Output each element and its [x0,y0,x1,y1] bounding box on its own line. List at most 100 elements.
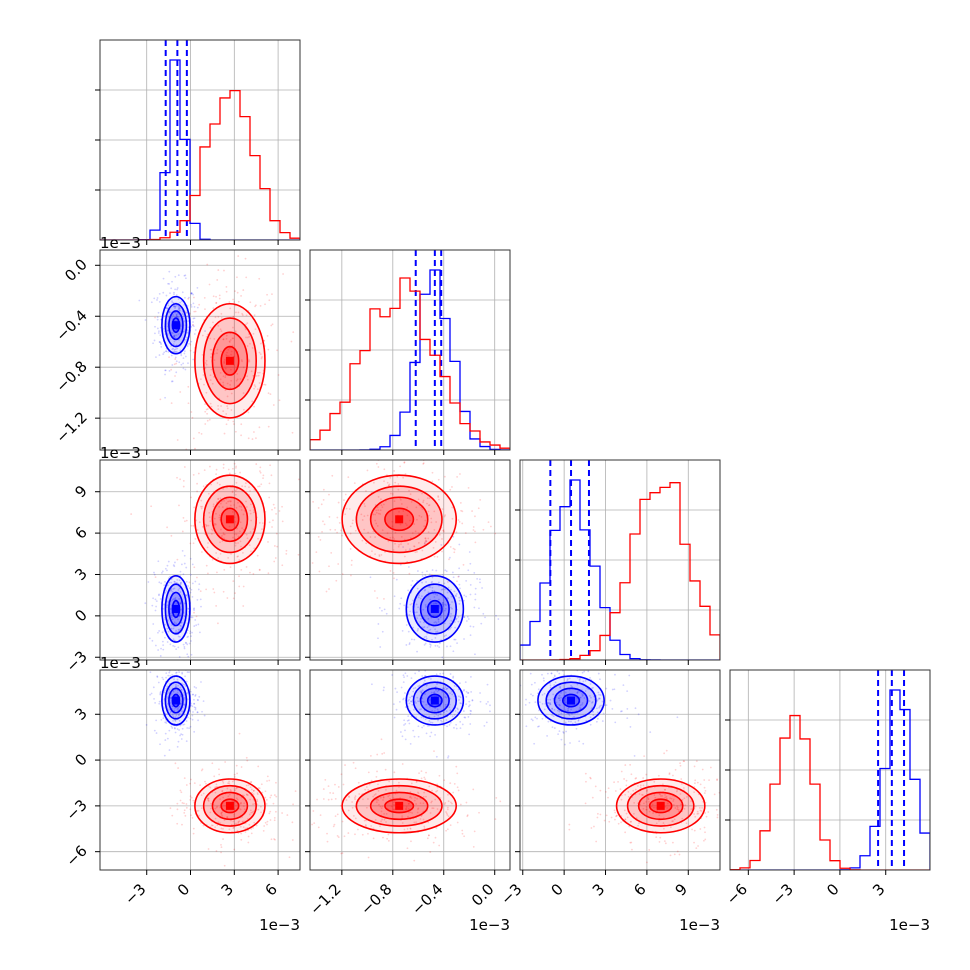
sample-point [600,704,602,707]
sample-point [181,682,183,685]
sample-point [232,536,234,539]
sample-point [248,360,251,363]
sample-point [461,510,464,513]
scatter-series-1 [568,749,720,864]
sample-point [272,503,275,506]
sample-point [179,324,182,327]
sample-point [171,300,173,303]
sample-point [220,405,222,407]
sample-point [239,808,242,811]
sample-point [466,815,469,818]
sample-point [187,297,190,300]
sample-point [438,598,440,601]
sample-point [171,727,174,729]
sample-point [627,795,630,798]
sample-point [183,466,186,468]
sample-point [410,638,413,641]
sample-point [423,643,426,646]
sample-point [253,821,256,824]
sample-point [620,798,623,801]
sample-point [494,532,497,535]
sample-point [410,840,412,843]
sample-point [436,630,439,633]
sample-point [457,519,460,521]
sample-point [637,713,640,716]
sample-point [275,795,278,798]
sample-point [424,604,427,606]
sample-point [441,656,444,659]
sample-point [369,576,372,579]
sample-point [248,335,251,338]
sample-point [629,820,632,823]
sample-point [183,562,186,565]
sample-point [546,672,549,675]
sample-point [334,783,336,786]
sample-point [230,819,232,822]
sample-point [173,363,176,366]
density-panel [138,255,295,450]
sample-point [448,706,451,709]
sample-point [234,290,236,293]
sample-point [395,789,398,792]
sample-point [223,568,226,571]
sample-point [447,586,450,589]
sample-point [495,796,498,799]
sample-point [270,474,273,477]
sample-point [415,603,418,606]
y-tick-label: 9 [71,482,90,501]
sample-point [625,784,628,787]
sample-point [382,503,385,506]
sample-point [353,482,356,485]
sample-point [181,672,184,675]
sample-point [221,540,224,542]
sample-point [222,828,224,830]
sample-point [275,532,278,535]
sample-point [180,581,182,584]
sample-point [194,329,197,331]
sample-point [599,694,602,696]
sample-point [234,430,237,433]
sample-point [158,300,161,303]
sample-point [381,752,384,755]
sample-point [379,513,382,515]
sample-point [413,821,416,824]
sample-point [591,701,594,703]
sample-point [190,304,193,306]
sample-point [423,825,426,828]
sample-point [210,356,212,359]
sample-point [364,788,367,791]
sample-point [410,602,413,605]
sample-point [177,305,180,308]
sample-point [407,802,410,805]
panel-frame [519,669,721,871]
sample-point [427,617,430,620]
sample-point [256,800,259,803]
sample-point [423,542,426,545]
sample-point [433,710,436,713]
sample-point [429,586,431,589]
sample-point [426,570,428,573]
sample-point [410,501,413,503]
sample-point [226,382,229,385]
sample-point [239,540,242,543]
sample-point [413,638,416,641]
sample-point [182,643,185,646]
sample-point [577,719,580,722]
sample-point [268,779,271,782]
sample-point [663,840,666,843]
sample-point [470,675,472,678]
sample-point [235,822,237,825]
sample-point [398,700,401,703]
sample-point [200,499,203,502]
sample-point [429,735,432,738]
sample-point [214,807,217,810]
sample-point [223,499,225,502]
sample-point [258,569,261,571]
sample-point [653,794,656,796]
sample-point [440,719,442,722]
sample-point [220,812,223,814]
sample-point [269,393,272,396]
sample-point [483,724,486,727]
sample-point [246,322,249,325]
sample-point [193,609,195,612]
